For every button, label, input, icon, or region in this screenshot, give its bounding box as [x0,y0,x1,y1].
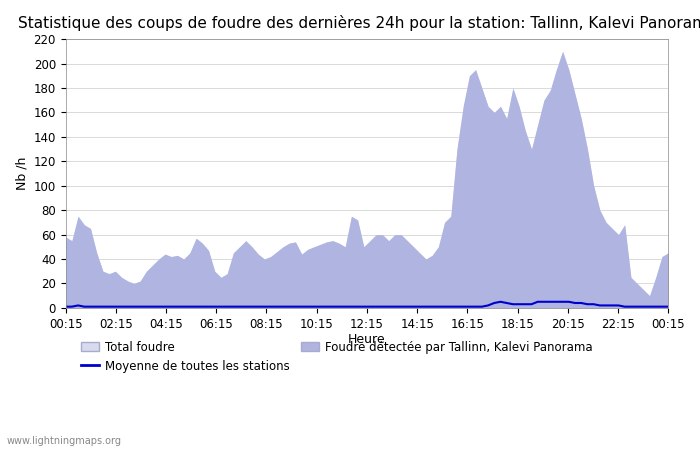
Y-axis label: Nb /h: Nb /h [15,157,28,190]
Text: www.lightningmaps.org: www.lightningmaps.org [7,436,122,446]
X-axis label: Heure: Heure [348,333,386,346]
Title: Statistique des coups de foudre des dernières 24h pour la station: Tallinn, Kale: Statistique des coups de foudre des dern… [18,15,700,31]
Legend: Total foudre, Moyenne de toutes les stations, Foudre détectée par Tallinn, Kalev: Total foudre, Moyenne de toutes les stat… [76,336,597,377]
